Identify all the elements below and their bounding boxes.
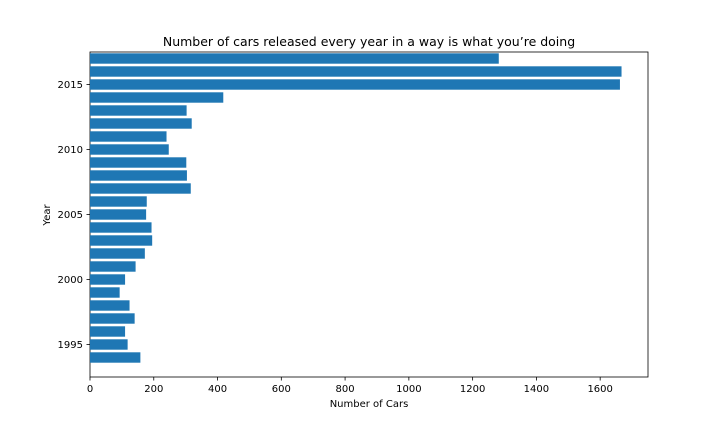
bar-2013 bbox=[90, 105, 187, 116]
bar-2016 bbox=[90, 66, 622, 77]
x-axis: 0 200 400 600 800 1000 1200 1400 1600 bbox=[87, 377, 613, 395]
x-tick-label: 600 bbox=[272, 384, 291, 395]
bars bbox=[90, 53, 622, 363]
y-tick-label: 2010 bbox=[58, 145, 83, 156]
bar-2015 bbox=[90, 79, 620, 90]
y-tick-label: 2000 bbox=[58, 275, 83, 286]
x-tick-label: 0 bbox=[87, 384, 93, 395]
bar-1998 bbox=[90, 300, 130, 311]
x-tick-label: 1200 bbox=[460, 384, 485, 395]
bar-2017 bbox=[90, 53, 499, 64]
x-tick-label: 1600 bbox=[587, 384, 612, 395]
bar-2003 bbox=[90, 235, 153, 246]
y-axis: 1995 2000 2005 2010 2015 bbox=[58, 80, 90, 351]
bar-2009 bbox=[90, 157, 187, 168]
x-axis-label: Number of Cars bbox=[330, 399, 409, 410]
y-axis-label: Year bbox=[42, 204, 53, 227]
bar-1994 bbox=[90, 352, 141, 363]
bar-2006 bbox=[90, 196, 147, 207]
x-tick-label: 1000 bbox=[396, 384, 421, 395]
y-tick-label: 2005 bbox=[58, 210, 83, 221]
x-tick-label: 400 bbox=[208, 384, 227, 395]
bar-2000 bbox=[90, 274, 126, 285]
bar-2012 bbox=[90, 118, 192, 129]
x-tick-label: 1400 bbox=[524, 384, 549, 395]
bar-2005 bbox=[90, 209, 147, 220]
x-tick-label: 200 bbox=[144, 384, 163, 395]
bar-2014 bbox=[90, 92, 224, 103]
chart-title: Number of cars released every year in a … bbox=[163, 34, 575, 49]
bar-2001 bbox=[90, 261, 136, 272]
bar-1996 bbox=[90, 326, 126, 337]
bar-2008 bbox=[90, 170, 187, 181]
bar-1999 bbox=[90, 287, 120, 298]
bar-2007 bbox=[90, 183, 191, 194]
bar-2002 bbox=[90, 248, 145, 259]
x-tick-label: 800 bbox=[336, 384, 355, 395]
bar-1997 bbox=[90, 313, 135, 324]
bar-2004 bbox=[90, 222, 152, 233]
bar-2011 bbox=[90, 131, 167, 142]
bar-1995 bbox=[90, 339, 128, 350]
bar-2010 bbox=[90, 144, 169, 155]
y-tick-label: 2015 bbox=[58, 80, 83, 91]
y-tick-label: 1995 bbox=[58, 340, 83, 351]
